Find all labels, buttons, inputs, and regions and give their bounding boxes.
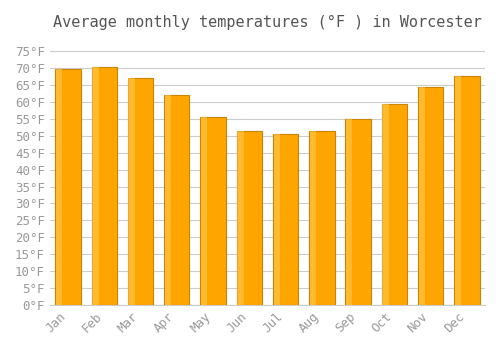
Bar bbox=[92, 67, 98, 305]
Bar bbox=[236, 131, 262, 305]
Bar bbox=[454, 76, 479, 305]
Bar bbox=[309, 131, 334, 305]
Bar bbox=[164, 95, 171, 305]
Bar bbox=[128, 78, 153, 305]
Bar bbox=[418, 86, 444, 305]
Bar bbox=[455, 76, 461, 305]
Bar bbox=[382, 104, 388, 305]
Bar bbox=[56, 69, 80, 305]
Bar bbox=[274, 134, 280, 305]
Bar bbox=[418, 86, 425, 305]
Bar bbox=[273, 134, 298, 305]
Bar bbox=[201, 117, 207, 305]
Bar bbox=[237, 131, 244, 305]
Bar bbox=[92, 67, 117, 305]
Bar bbox=[310, 131, 316, 305]
Bar bbox=[346, 119, 352, 305]
Title: Average monthly temperatures (°F ) in Worcester: Average monthly temperatures (°F ) in Wo… bbox=[53, 15, 482, 30]
Bar bbox=[128, 78, 135, 305]
Bar bbox=[346, 119, 371, 305]
Bar bbox=[56, 69, 62, 305]
Bar bbox=[164, 95, 190, 305]
Bar bbox=[200, 117, 226, 305]
Bar bbox=[382, 104, 407, 305]
